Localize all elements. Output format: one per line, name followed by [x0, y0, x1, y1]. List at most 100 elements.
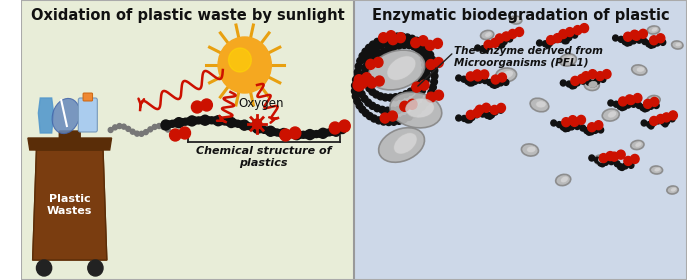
Circle shape: [424, 67, 430, 74]
Circle shape: [415, 81, 422, 88]
Circle shape: [395, 38, 401, 45]
Circle shape: [650, 97, 659, 106]
Circle shape: [618, 36, 624, 42]
Bar: [354, 0, 687, 280]
Circle shape: [88, 260, 103, 276]
Circle shape: [363, 58, 370, 65]
Circle shape: [569, 124, 575, 130]
Ellipse shape: [484, 32, 491, 37]
Circle shape: [594, 157, 601, 163]
Circle shape: [379, 33, 389, 43]
Circle shape: [274, 129, 281, 136]
Circle shape: [634, 94, 642, 102]
Circle shape: [339, 120, 350, 132]
Circle shape: [421, 52, 427, 59]
Circle shape: [608, 159, 614, 165]
Circle shape: [358, 78, 368, 88]
Circle shape: [646, 41, 652, 47]
Circle shape: [608, 100, 614, 106]
Circle shape: [297, 131, 303, 138]
Circle shape: [266, 126, 275, 136]
Circle shape: [117, 123, 122, 129]
FancyBboxPatch shape: [78, 98, 97, 132]
Ellipse shape: [667, 186, 678, 194]
Ellipse shape: [561, 176, 568, 183]
Circle shape: [354, 69, 361, 76]
Circle shape: [374, 105, 381, 112]
Circle shape: [496, 34, 504, 43]
Circle shape: [421, 72, 427, 79]
Circle shape: [612, 35, 618, 41]
Circle shape: [36, 260, 52, 276]
Ellipse shape: [496, 68, 517, 82]
Circle shape: [388, 111, 398, 121]
Circle shape: [392, 94, 399, 101]
Circle shape: [498, 42, 503, 48]
Circle shape: [615, 161, 620, 167]
Circle shape: [359, 53, 366, 60]
Circle shape: [421, 55, 427, 62]
Circle shape: [465, 78, 470, 84]
Circle shape: [400, 116, 407, 123]
Circle shape: [586, 129, 592, 135]
Circle shape: [157, 123, 162, 129]
Circle shape: [571, 76, 580, 85]
Circle shape: [474, 112, 480, 118]
Ellipse shape: [650, 166, 663, 174]
Circle shape: [130, 129, 135, 134]
Circle shape: [591, 81, 597, 87]
Circle shape: [365, 99, 372, 106]
Circle shape: [329, 122, 341, 134]
Circle shape: [355, 70, 361, 77]
Ellipse shape: [536, 101, 546, 108]
Circle shape: [390, 107, 396, 114]
Circle shape: [430, 78, 438, 85]
Circle shape: [305, 130, 314, 140]
Circle shape: [384, 107, 391, 114]
Circle shape: [303, 131, 310, 138]
Circle shape: [617, 103, 623, 109]
Circle shape: [419, 77, 425, 84]
Circle shape: [573, 25, 582, 35]
Text: Plastic
Wastes: Plastic Wastes: [47, 194, 92, 216]
Circle shape: [169, 129, 181, 141]
Circle shape: [380, 118, 387, 125]
Circle shape: [418, 50, 425, 57]
Circle shape: [404, 34, 411, 41]
Circle shape: [380, 113, 390, 123]
Circle shape: [405, 113, 412, 120]
Ellipse shape: [390, 92, 442, 128]
Text: The enzyme derived from
Microorganisms (PFL1): The enzyme derived from Microorganisms (…: [454, 46, 603, 67]
Circle shape: [473, 108, 482, 117]
Circle shape: [287, 131, 293, 138]
Circle shape: [356, 63, 362, 70]
Circle shape: [218, 118, 225, 125]
Circle shape: [475, 45, 480, 51]
Circle shape: [490, 81, 496, 88]
Circle shape: [234, 120, 241, 127]
Circle shape: [373, 45, 379, 52]
Circle shape: [374, 57, 383, 67]
Circle shape: [165, 127, 170, 132]
Circle shape: [414, 45, 421, 52]
Circle shape: [400, 101, 410, 111]
Circle shape: [565, 125, 570, 131]
Circle shape: [406, 42, 413, 49]
Circle shape: [395, 106, 402, 113]
Circle shape: [214, 116, 223, 126]
Circle shape: [502, 32, 510, 41]
Circle shape: [508, 29, 517, 38]
Circle shape: [400, 105, 407, 112]
Circle shape: [412, 82, 421, 92]
Circle shape: [598, 127, 603, 133]
Circle shape: [654, 40, 660, 46]
Circle shape: [369, 88, 376, 95]
Circle shape: [580, 24, 589, 32]
Circle shape: [620, 105, 625, 111]
Circle shape: [414, 37, 420, 44]
Ellipse shape: [631, 65, 647, 75]
Circle shape: [433, 38, 442, 48]
Circle shape: [421, 61, 428, 68]
Circle shape: [466, 110, 475, 119]
Circle shape: [551, 37, 556, 43]
